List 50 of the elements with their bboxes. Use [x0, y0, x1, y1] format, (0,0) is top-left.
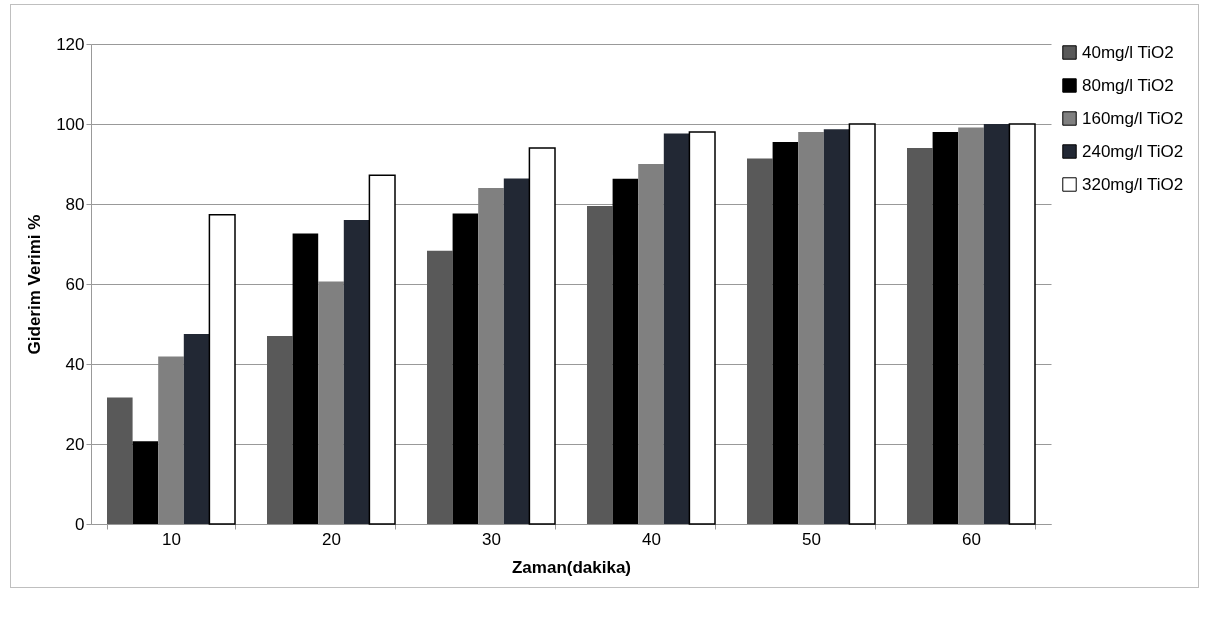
- bar: [688, 131, 716, 525]
- bar: [848, 123, 876, 525]
- y-tick-label: 120: [56, 34, 85, 54]
- bar: [452, 213, 479, 524]
- bar: [503, 178, 530, 524]
- bar: [368, 174, 396, 525]
- bar: [907, 148, 933, 524]
- y-tick-label: 40: [65, 354, 85, 374]
- y-tick-label: 0: [75, 514, 85, 534]
- y-tick-label: 100: [56, 114, 85, 134]
- bar: [427, 250, 453, 524]
- bar: [107, 397, 133, 524]
- bar: [587, 206, 613, 524]
- legend-label: 160mg/l TiO2: [1082, 108, 1184, 128]
- bar: [292, 233, 319, 524]
- bar: [158, 356, 184, 524]
- x-tick-label: 30: [482, 529, 501, 549]
- legend-label: 320mg/l TiO2: [1082, 174, 1184, 194]
- bar: [638, 164, 664, 524]
- y-tick-label: 60: [65, 274, 85, 294]
- bar: [932, 132, 959, 524]
- x-tick-label: 40: [642, 529, 661, 549]
- bar: [528, 147, 556, 525]
- bar: [612, 178, 639, 524]
- x-axis-title: Zaman(dakika): [511, 557, 632, 577]
- bar: [132, 441, 159, 524]
- bar: [663, 133, 690, 524]
- bar: [208, 214, 236, 525]
- bar: [267, 336, 293, 524]
- bar: [958, 127, 984, 524]
- bar: [318, 281, 344, 524]
- x-tick-label: 10: [162, 529, 181, 549]
- x-tick-label: 60: [962, 529, 981, 549]
- y-axis-title: Giderim Verimi %: [25, 214, 45, 355]
- bar: [478, 188, 504, 524]
- bar: [1008, 123, 1036, 525]
- y-tick-label: 80: [65, 194, 85, 214]
- x-tick-label: 50: [802, 529, 821, 549]
- bar: [772, 142, 799, 524]
- bar: [983, 124, 1010, 524]
- legend-label: 240mg/l TiO2: [1082, 141, 1184, 161]
- legend-label: 40mg/l TiO2: [1082, 42, 1174, 62]
- bar: [343, 220, 370, 524]
- x-tick-label: 20: [322, 529, 341, 549]
- bar: [183, 334, 210, 524]
- y-tick-label: 20: [65, 434, 85, 454]
- bar: [747, 158, 773, 524]
- bar: [823, 129, 850, 524]
- bar: [798, 132, 824, 524]
- legend-label: 80mg/l TiO2: [1082, 75, 1174, 95]
